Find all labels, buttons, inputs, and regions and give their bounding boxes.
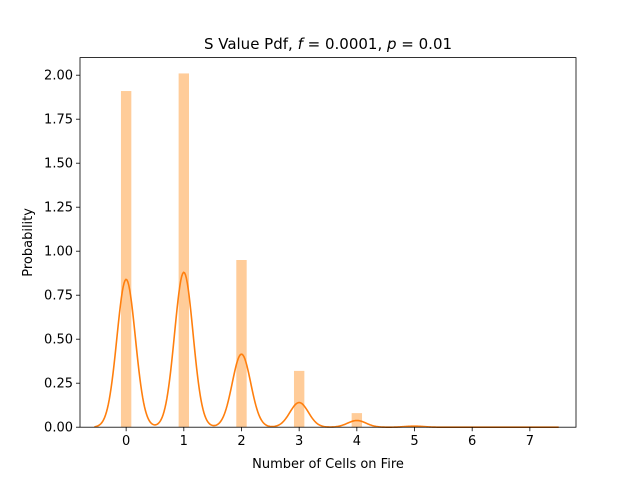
x-axis-label: Number of Cells on Fire: [252, 457, 404, 472]
y-tick-label: 0.50: [44, 333, 73, 348]
x-tick-label: 7: [526, 434, 534, 449]
plot-area: [80, 57, 576, 428]
y-tick-label: 1.50: [44, 157, 73, 172]
y-tick-label: 1.75: [44, 113, 73, 128]
chart-title: S Value Pdf, f = 0.0001, p = 0.01: [204, 35, 452, 53]
y-tick-label: 1.25: [44, 201, 73, 216]
histogram-bar: [178, 73, 190, 428]
y-tick-label: 0.75: [44, 289, 73, 304]
x-tick-label: 3: [295, 434, 303, 449]
x-tick-label: 6: [468, 434, 476, 449]
x-tick-label: 5: [410, 434, 418, 449]
y-tick-label: 0.00: [44, 421, 73, 436]
histogram-bar: [236, 260, 247, 428]
histogram-bar: [293, 370, 305, 428]
y-axis-ticks: 0.00 0.25 0.50 0.75 1.00 1.25 1.50 1.75 2.00: [44, 69, 80, 436]
x-tick-label: 0: [122, 434, 130, 449]
x-tick-label: 1: [180, 434, 188, 449]
y-axis-label: Probability: [21, 208, 36, 277]
x-axis-ticks: 0 1 2 3 4 5 6 7: [122, 427, 534, 449]
histogram-bar: [120, 91, 132, 428]
y-tick-label: 2.00: [44, 69, 73, 84]
plot-frame: [79, 57, 577, 428]
x-tick-label: 2: [237, 434, 245, 449]
y-tick-label: 1.00: [44, 245, 73, 260]
x-tick-label: 4: [353, 434, 361, 449]
y-tick-label: 0.25: [44, 377, 73, 392]
